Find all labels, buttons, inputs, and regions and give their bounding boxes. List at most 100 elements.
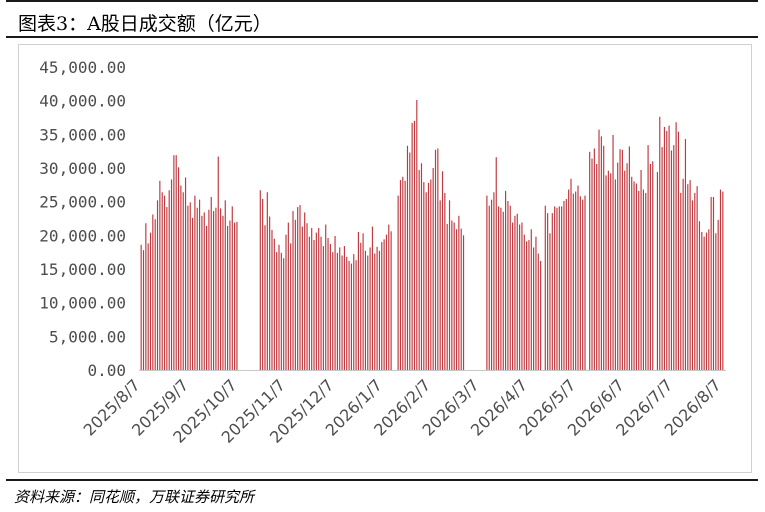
- turnover-bar: [215, 207, 217, 370]
- title-rule: [6, 36, 758, 38]
- bar-series: [140, 99, 724, 371]
- turnover-bar: [717, 219, 719, 370]
- turnover-bar: [661, 147, 663, 370]
- turnover-bar: [537, 253, 539, 370]
- turnover-bar: [418, 170, 420, 370]
- turnover-bar: [163, 195, 166, 370]
- turnover-bar: [325, 224, 327, 370]
- turnover-bar: [140, 244, 142, 370]
- turnover-bar: [201, 215, 203, 370]
- turnover-bar: [628, 146, 630, 370]
- turnover-bar: [603, 145, 605, 370]
- turnover-bar: [332, 252, 334, 370]
- turnover-bar: [425, 192, 427, 370]
- turnover-bar: [652, 161, 654, 370]
- turnover-bar: [591, 158, 593, 370]
- turnover-bar: [698, 221, 701, 370]
- turnover-bar: [262, 198, 264, 370]
- turnover-bar: [703, 236, 705, 370]
- turnover-bar: [404, 180, 406, 370]
- turnover-bar: [533, 247, 535, 370]
- y-tick-label: 15,000.00: [39, 260, 126, 279]
- turnover-bar: [399, 180, 402, 370]
- turnover-bar: [369, 247, 371, 370]
- turnover-bar: [675, 122, 677, 371]
- turnover-bar: [659, 116, 661, 370]
- turnover-bar: [175, 155, 177, 370]
- turnover-bar: [187, 205, 189, 370]
- turnover-bar: [607, 170, 609, 370]
- turnover-bar: [173, 155, 175, 370]
- turnover-bar: [227, 225, 229, 370]
- turnover-bar: [523, 234, 525, 370]
- turnover-bar: [493, 192, 495, 370]
- turnover-bar: [224, 200, 226, 370]
- turnover-bar: [397, 195, 399, 370]
- turnover-bar: [420, 163, 423, 370]
- turnover-bar: [318, 227, 320, 370]
- turnover-bar: [355, 260, 357, 370]
- turnover-bar: [348, 260, 350, 370]
- turnover-bar: [668, 125, 670, 370]
- y-axis: 0.00 5,000.00 10,000.00 15,000.00 20,000.00 2…: [39, 58, 126, 380]
- turnover-bar: [642, 189, 644, 370]
- y-tick-label: 45,000.00: [39, 58, 126, 77]
- turnover-bar: [689, 180, 691, 370]
- y-tick-label: 5,000.00: [49, 327, 126, 346]
- turnover-bar: [383, 239, 385, 370]
- turnover-bar: [712, 196, 715, 370]
- y-tick-label: 10,000.00: [39, 294, 126, 313]
- turnover-bar: [677, 131, 680, 370]
- turnover-bar: [213, 211, 215, 370]
- figure-title: 图表3：A股日成交额（亿元）: [18, 13, 272, 35]
- turnover-bar: [220, 208, 222, 370]
- top-border-rule: [6, 0, 758, 2]
- turnover-bar: [694, 192, 696, 370]
- y-tick-label: 0.00: [87, 361, 126, 380]
- y-tick-label: 30,000.00: [39, 159, 126, 178]
- turnover-bar: [633, 181, 635, 370]
- turnover-bar: [416, 99, 418, 371]
- turnover-bar: [430, 179, 432, 370]
- turnover-bar: [647, 145, 649, 370]
- turnover-bar: [500, 207, 502, 370]
- turnover-bar: [568, 189, 570, 370]
- turnover-bar: [294, 219, 296, 370]
- turnover-bar: [357, 231, 359, 370]
- turnover-bar: [170, 179, 173, 370]
- turnover-bar: [402, 176, 404, 370]
- turnover-bar: [514, 215, 516, 370]
- turnover-bar: [423, 182, 425, 370]
- turnover-bar: [486, 195, 488, 370]
- turnover-bar: [156, 200, 159, 370]
- turnover-bar: [458, 215, 460, 370]
- turnover-bar: [495, 157, 497, 370]
- turnover-bar: [507, 200, 509, 370]
- turnover-bar: [577, 185, 579, 370]
- turnover-bar: [617, 162, 619, 370]
- turnover-bar: [329, 244, 331, 370]
- turnover-bar: [600, 136, 602, 370]
- x-axis: 2025/8/72025/9/72025/10/72025/11/72025/1…: [80, 370, 726, 447]
- turnover-bar: [287, 222, 289, 370]
- turnover-bar: [705, 232, 708, 370]
- turnover-bar: [708, 229, 710, 370]
- turnover-bar: [626, 163, 628, 370]
- turnover-bar: [502, 211, 504, 370]
- turnover-bar: [182, 192, 184, 370]
- y-tick-label: 20,000.00: [39, 226, 126, 245]
- turnover-bar: [631, 176, 633, 370]
- turnover-bar: [367, 255, 369, 370]
- turnover-bar: [184, 177, 187, 370]
- turnover-bar: [385, 234, 388, 370]
- turnover-bar: [696, 186, 698, 370]
- turnover-bar: [413, 120, 416, 371]
- turnover-bar: [334, 236, 336, 370]
- turnover-bar: [280, 252, 282, 370]
- turnover-bar: [549, 233, 551, 370]
- daily-turnover-bar-chart: 0.00 5,000.00 10,000.00 15,000.00 20,000.00 2…: [39, 58, 726, 447]
- turnover-bar: [306, 223, 308, 370]
- turnover-bar: [142, 250, 145, 370]
- turnover-bar: [455, 229, 458, 370]
- turnover-bar: [304, 212, 306, 370]
